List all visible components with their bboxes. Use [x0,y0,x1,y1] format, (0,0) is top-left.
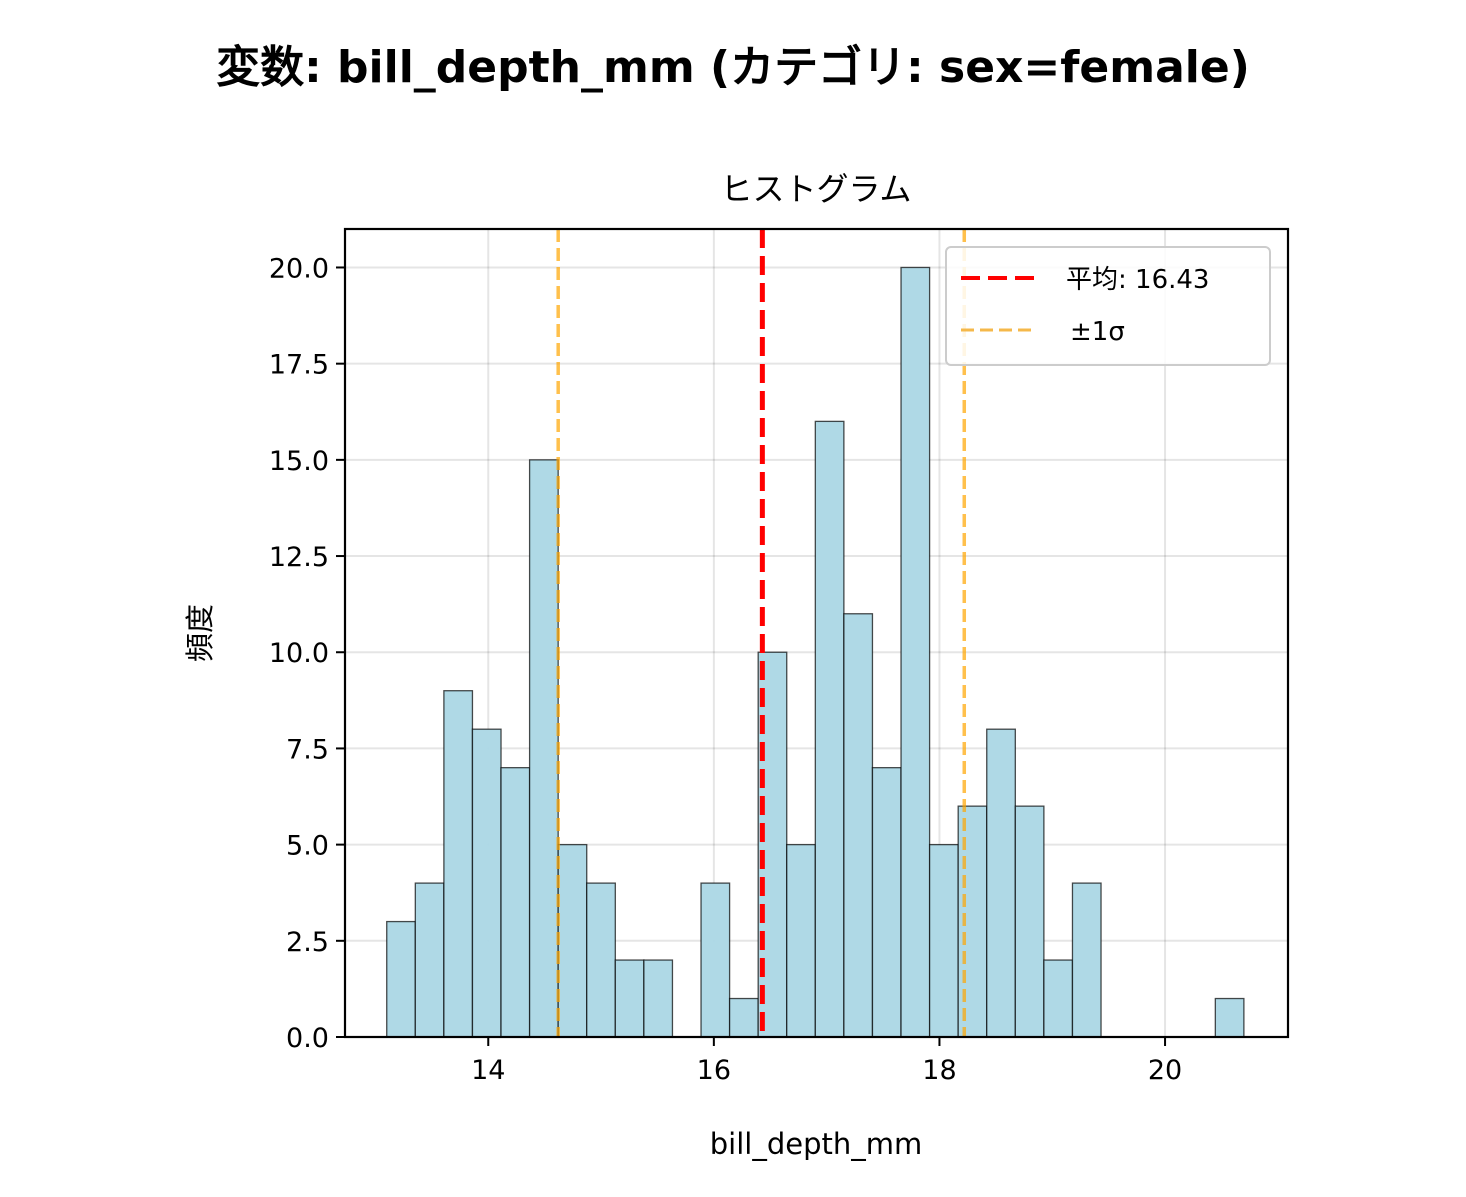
figure-suptitle: 変数: bill_depth_mm (カテゴリ: sex=female) [216,42,1250,93]
histogram-bar [1043,959,1074,1038]
histogram-bar [786,843,816,1038]
y-tick-label: 20.0 [269,253,329,284]
histogram-bar [471,728,502,1038]
histogram-bar [700,882,731,1038]
y-tick-label: 0.0 [286,1023,329,1054]
x-tick-label: 16 [697,1055,731,1086]
histogram-bar [386,920,416,1038]
x-axis-ticks: 14 16 18 20 [471,1037,1182,1086]
histogram-bar [928,843,959,1038]
x-tick-label: 20 [1148,1055,1182,1086]
histogram-bars [386,266,1245,1038]
y-tick-label: 5.0 [286,831,329,862]
y-tick-label: 15.0 [269,446,329,477]
y-axis-ticks: 0.0 2.5 5.0 7.5 10.0 12.5 15.0 17.5 20.0 [269,253,345,1054]
legend-mean-label: 平均: 16.43 [1066,265,1209,295]
plot-frame [343,227,1290,1039]
y-tick-label: 12.5 [269,542,329,573]
histogram-bar [900,266,931,1038]
histogram-bar [728,997,759,1038]
histogram-bar [557,843,588,1038]
histogram-bar [614,959,645,1038]
x-tick-label: 18 [922,1055,956,1086]
histogram-bar [1214,997,1245,1038]
histogram-bar [986,728,1016,1038]
histogram-bar [1014,805,1045,1038]
histogram-bar [957,805,988,1038]
x-tick-label: 14 [471,1055,505,1086]
chart-legend: 平均: 16.43 ±1σ [945,246,1271,366]
chart-title: ヒストグラム [720,170,911,208]
x-axis-label: bill_depth_mm [710,1127,923,1161]
y-tick-label: 7.5 [286,734,329,765]
legend-std-label: ±1σ [1070,317,1125,347]
y-axis-label: 頻度 [183,604,217,662]
histogram-bar [757,651,788,1038]
histogram-bar [528,459,559,1038]
histogram-bar [414,882,445,1038]
y-tick-label: 2.5 [286,927,329,958]
histogram-bar [1071,882,1102,1038]
histogram-bar [814,420,845,1038]
histogram-bar [443,690,474,1038]
histogram-bar [500,767,531,1038]
y-tick-label: 10.0 [269,638,329,669]
histogram-bar [843,613,874,1038]
y-tick-label: 17.5 [269,350,329,381]
histogram-bar [586,882,616,1038]
histogram-bar [643,959,674,1038]
histogram-bar [871,767,902,1038]
